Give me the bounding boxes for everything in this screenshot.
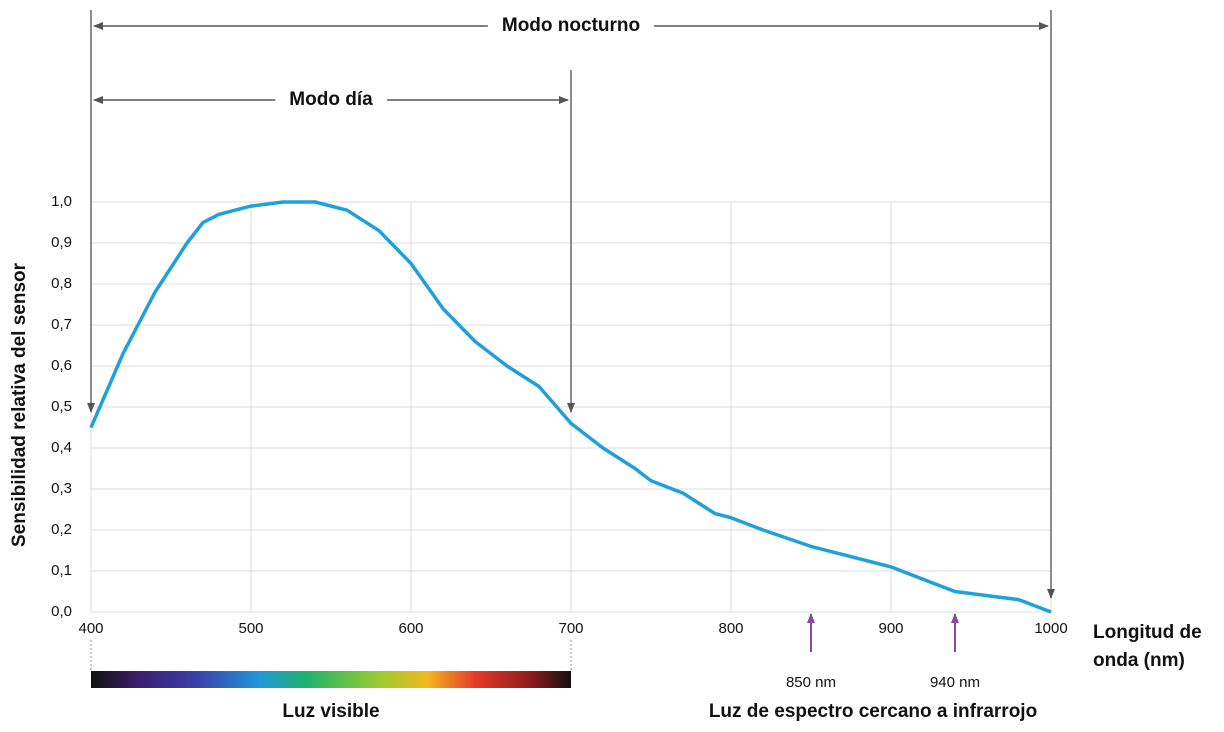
y-tick-label: 0,8 <box>51 275 72 292</box>
label-bg <box>487 15 655 37</box>
visible-label: Luz visible <box>282 701 379 722</box>
y-axis-label: Sensibilidad relativa del sensor <box>9 262 30 547</box>
x-tick-label: 500 <box>238 620 263 637</box>
y-tick-label: 0,9 <box>51 234 72 251</box>
y-tick-label: 0,2 <box>51 521 72 538</box>
y-tick-label: 0,5 <box>51 398 72 415</box>
range-label: Modo día <box>289 89 373 110</box>
range-label: Modo nocturno <box>502 15 640 36</box>
marker-label: 850 nm <box>786 674 836 691</box>
infrared-label: Luz de espectro cercano a infrarrojo <box>709 701 1037 722</box>
label-bg <box>275 89 388 111</box>
y-tick-label: 0,1 <box>51 562 72 579</box>
y-tick-label: 1,0 <box>51 193 72 210</box>
sensitivity-line <box>89 200 1052 614</box>
x-tick-label: 1000 <box>1034 620 1067 637</box>
x-axis-label: onda (nm) <box>1093 650 1185 671</box>
visible-spectrum <box>91 671 571 688</box>
x-tick-label: 900 <box>878 620 903 637</box>
y-tick-label: 0,7 <box>51 316 72 333</box>
x-tick-label: 800 <box>718 620 743 637</box>
y-tick-label: 0,0 <box>51 603 72 620</box>
y-tick-label: 0,6 <box>51 357 72 374</box>
y-tick-label: 0,4 <box>51 439 72 456</box>
x-tick-label: 400 <box>78 620 103 637</box>
x-tick-label: 600 <box>398 620 423 637</box>
x-tick-label: 700 <box>558 620 583 637</box>
y-tick-label: 0,3 <box>51 480 72 497</box>
marker-label: 940 nm <box>930 674 980 691</box>
x-axis-label: Longitud de <box>1093 622 1202 643</box>
